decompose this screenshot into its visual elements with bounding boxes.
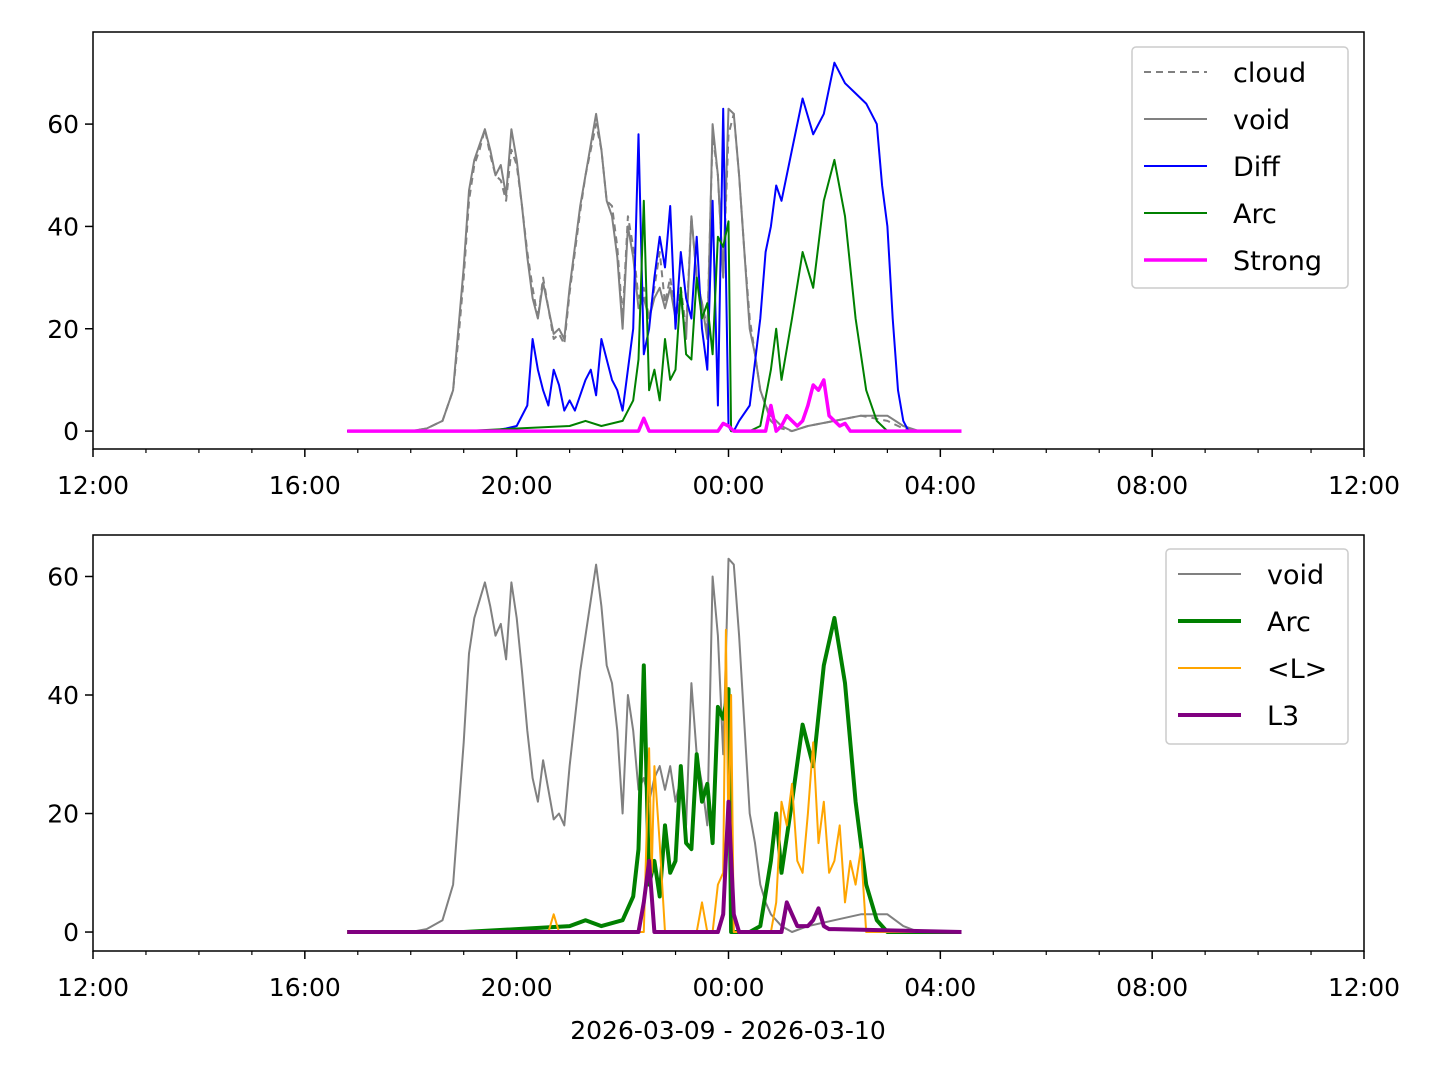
- legend-label: cloud: [1233, 58, 1306, 89]
- top-panel: 12:00 16:00 20:00 00:00 04:00 08:00 12:00 0 20 40…: [47, 31, 1400, 500]
- legend: cloud void Diff Arc Strong: [1131, 46, 1349, 289]
- y-tick-label: 60: [47, 562, 79, 591]
- x-tick-label: 08:00: [1116, 973, 1188, 1002]
- x-tick-label: 16:00: [269, 973, 341, 1002]
- legend-box: [1131, 46, 1349, 289]
- series-line-L3-3: [347, 799, 962, 934]
- x-tick-label: 16:00: [269, 471, 341, 500]
- x-tick-label: 20:00: [481, 973, 553, 1002]
- x-tick-label: 00:00: [692, 471, 764, 500]
- x-tick-label: 12:00: [1328, 471, 1400, 500]
- legend-label: Arc: [1233, 199, 1277, 230]
- x-tick-label: 00:00: [692, 973, 764, 1002]
- bottom-panel: 12:00 16:00 20:00 00:00 04:00 08:00 12:00 0 20 40…: [47, 534, 1400, 1002]
- y-tick-label: 60: [47, 110, 79, 139]
- series-line-Diff-2: [347, 61, 962, 433]
- x-tick-label: 20:00: [481, 471, 553, 500]
- legend-box: [1165, 548, 1349, 745]
- legend-label: Diff: [1233, 152, 1281, 183]
- legend-label: Arc: [1267, 607, 1311, 638]
- legend-label: <L>: [1267, 654, 1327, 685]
- x-axis-label: 2026-03-09 - 2026-03-10: [570, 1016, 886, 1045]
- series-line-void-0: [347, 557, 962, 933]
- y-tick-label: 40: [47, 212, 79, 241]
- legend-label: void: [1267, 560, 1324, 591]
- x-tick-label: 08:00: [1116, 471, 1188, 500]
- x-tick-label: 04:00: [904, 471, 976, 500]
- x-tick-label: 12:00: [57, 973, 129, 1002]
- y-tick-label: 0: [63, 417, 79, 446]
- x-tick-label: 12:00: [57, 471, 129, 500]
- legend-label: L3: [1267, 701, 1299, 732]
- series-line-Strong-4: [347, 378, 962, 433]
- series-line-Arc-3: [347, 158, 962, 433]
- y-tick-label: 0: [63, 918, 79, 947]
- legend: void Arc <L> L3: [1165, 548, 1349, 745]
- legend-label: Strong: [1233, 246, 1322, 277]
- y-tick-label: 20: [47, 800, 79, 829]
- series-line-Arc-1: [347, 616, 962, 934]
- x-tick-label: 12:00: [1328, 973, 1400, 1002]
- x-tick-label: 04:00: [904, 973, 976, 1002]
- series-line-L-2: [347, 628, 962, 933]
- legend-label: void: [1233, 105, 1290, 136]
- y-tick-label: 40: [47, 681, 79, 710]
- y-tick-label: 20: [47, 315, 79, 344]
- series-line-void-1: [347, 107, 962, 433]
